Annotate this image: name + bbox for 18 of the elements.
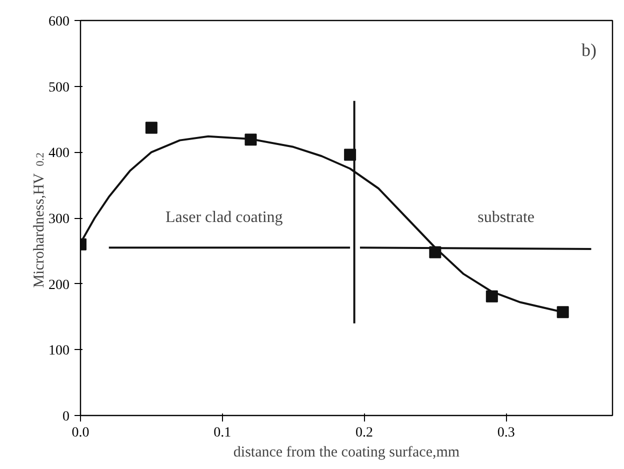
y-tick-label: 500	[48, 80, 70, 96]
x-tick-label: 0.2	[355, 426, 373, 440]
x-tick-label: 0.1	[214, 426, 232, 440]
point	[556, 306, 569, 318]
y-tick-label: 400	[48, 146, 70, 162]
annotation: substrate	[478, 208, 535, 226]
y-tick-label: 100	[48, 344, 70, 359]
y-tick-label: 0	[62, 410, 70, 424]
x-axis-title: distance from the coating surface,mm	[233, 444, 460, 460]
x-tick-label: 0.0	[72, 426, 90, 440]
x-tick-label: 0.3	[497, 426, 515, 440]
annotation: b)	[582, 40, 597, 60]
y-tick-label: 600	[48, 14, 70, 30]
y-tick-label: 200	[48, 278, 70, 293]
y-tick-label: 300	[48, 212, 70, 227]
y-axis-title: Microhardness,HV0.2	[32, 152, 48, 288]
annotation: Laser clad coating	[166, 208, 283, 226]
point	[145, 122, 158, 134]
